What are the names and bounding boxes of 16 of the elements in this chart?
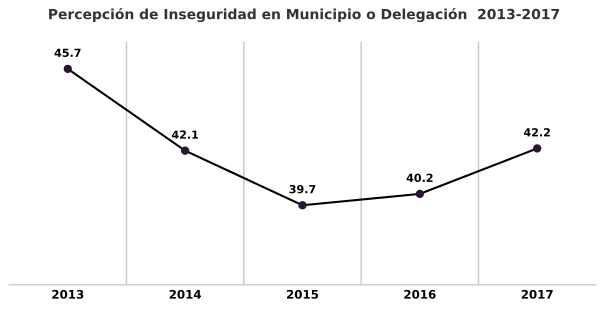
x-tick-label: 2013 [52,290,84,299]
x-tick-label: 2015 [286,290,318,299]
x-tick-label: 2014 [170,290,202,299]
point [180,146,190,155]
point [533,144,542,153]
data-label: 39.7 [290,184,316,194]
chart-title: Percepción de Inseguridad en Municipio o Delegación 2013-2017 [49,8,560,22]
x-tick-label: 2016 [404,290,436,299]
data-label: 40.2 [406,174,433,182]
data-label: 42.2 [524,128,550,136]
x-tick-label: 2017 [522,290,553,299]
point [64,64,72,74]
data-label: 42.1 [172,130,198,139]
point [416,190,424,198]
data-label: 45.7 [54,48,81,57]
point [298,201,307,210]
